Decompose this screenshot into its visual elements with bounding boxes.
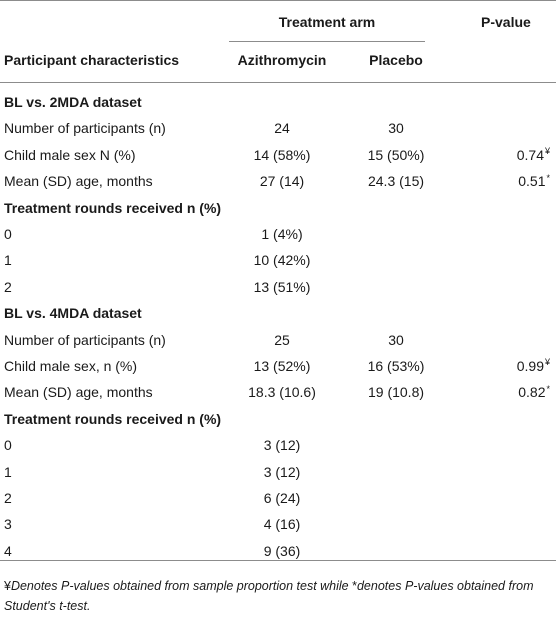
placebo-cell: 15 (50%): [367, 146, 425, 163]
azithromycin-cell: 14 (58%): [253, 146, 311, 163]
row-label: Mean (SD) age, months: [4, 384, 153, 401]
footnote-star-mark: *: [352, 579, 357, 593]
azithromycin-cell: 18.3 (10.6): [248, 384, 316, 401]
round-label: 0: [4, 226, 12, 242]
pvalue-mark: *: [546, 172, 550, 183]
azithromycin-cell: 10 (42%): [253, 252, 311, 269]
round-label: 1: [4, 252, 12, 269]
placebo-cell: 19 (10.8): [367, 384, 425, 401]
row-label: Number of participants (n): [4, 120, 166, 137]
subsection-title: Treatment rounds received n (%): [4, 410, 222, 427]
azithromycin-cell: 6 (24): [263, 490, 301, 506]
azithromycin-cell: 24: [274, 120, 290, 137]
footnote-yen-mark: ¥: [4, 579, 11, 593]
azithromycin-cell: 13 (52%): [253, 358, 311, 374]
subsection-title: Treatment rounds received n (%): [4, 199, 222, 216]
section-title: BL vs. 4MDA dataset: [4, 305, 142, 322]
table-bottom-rule: [0, 560, 556, 561]
table-top-rule: [0, 0, 556, 1]
pvalue-mark: ¥: [544, 357, 550, 368]
round-label: 1: [4, 463, 12, 480]
header-azithromycin: Azithromycin: [237, 52, 327, 68]
azithromycin-cell: 3 (12): [263, 437, 301, 454]
pvalue-cell: 0.74¥: [517, 146, 550, 164]
round-label: 4: [4, 542, 12, 559]
pvalue-number: 0.51: [518, 173, 546, 190]
azithromycin-cell: 4 (16): [263, 516, 301, 533]
pvalue-mark: ¥: [544, 146, 550, 157]
pvalue-cell: 0.99¥: [517, 357, 550, 375]
round-label: 3: [4, 516, 12, 533]
azithromycin-cell: 13 (51%): [253, 278, 311, 295]
row-label: Child male sex N (%): [4, 146, 136, 163]
placebo-cell: 24.3 (15): [367, 173, 425, 190]
pvalue-number: 0.82: [518, 384, 546, 401]
section-title: BL vs. 2MDA dataset: [4, 94, 142, 110]
footnote-text-1: Denotes P-values obtained from sample pr…: [10, 579, 353, 593]
azithromycin-cell: 25: [274, 331, 290, 348]
placebo-cell: 30: [388, 120, 404, 137]
header-bottom-rule: [0, 82, 556, 83]
pvalue-cell: 0.51*: [518, 172, 550, 190]
round-label: 2: [4, 490, 12, 506]
row-label: Child male sex, n (%): [4, 358, 138, 374]
pvalue-mark: *: [546, 383, 550, 394]
placebo-cell: 30: [388, 331, 404, 348]
table-footnote: ¥Denotes P-values obtained from sample p…: [4, 576, 552, 616]
azithromycin-cell: 27 (14): [259, 173, 305, 190]
azithromycin-cell: 1 (4%): [261, 226, 303, 242]
azithromycin-cell: 9 (36): [263, 542, 301, 559]
header-pvalue: P-value: [481, 14, 531, 30]
footnote-text-2: denotes P-values obtained from Student's…: [4, 579, 534, 613]
pvalue-number: 0.74: [516, 146, 544, 163]
round-label: 2: [4, 278, 12, 295]
row-label: Mean (SD) age, months: [4, 173, 153, 190]
header-placebo: Placebo: [369, 52, 423, 68]
azithromycin-cell: 3 (12): [263, 463, 301, 480]
round-label: 0: [4, 437, 12, 454]
header-participant-characteristics: Participant characteristics: [4, 52, 180, 68]
placebo-cell: 16 (53%): [367, 358, 425, 374]
header-treatment-arm: Treatment arm: [278, 14, 376, 30]
pvalue-cell: 0.82*: [518, 383, 550, 401]
row-label: Number of participants (n): [4, 331, 166, 348]
treatment-arm-underline: [229, 41, 425, 42]
pvalue-number: 0.99: [516, 358, 544, 374]
